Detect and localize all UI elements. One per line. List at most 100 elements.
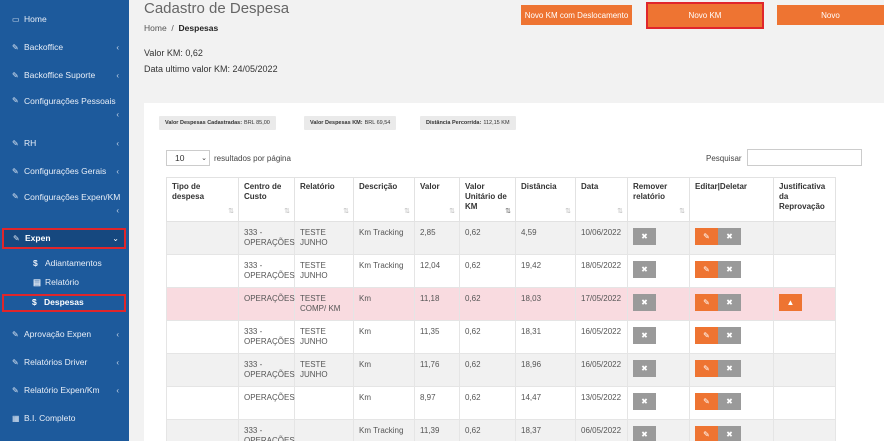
edit-button[interactable]: ✎ xyxy=(695,426,718,441)
col-header[interactable]: Distância ⇅ xyxy=(515,177,576,222)
novo-km-deslocamento-button[interactable]: Novo KM com Deslocamento xyxy=(521,5,632,25)
sidebar-item-configuracoes-pessoais[interactable]: ✎ Configurações Pessoais ‹ xyxy=(0,96,129,122)
search-input[interactable] xyxy=(747,149,862,166)
badge-distancia: Distância Percorrida: 112,15 KM xyxy=(420,116,516,130)
remove-from-report-button[interactable]: ✖ xyxy=(633,261,656,278)
sidebar-subitem-adiantamentos[interactable]: $ Adiantamentos xyxy=(0,258,129,268)
sidebar-item-bi-completo[interactable]: ▦ B.I. Completo xyxy=(0,411,129,425)
cell-unit: 0,62 xyxy=(459,320,516,354)
sidebar-item-label: Backoffice Suporte xyxy=(24,69,96,80)
page-length-select[interactable]: 10 ⌄ xyxy=(166,150,210,166)
cell-editar-deletar: ✎ ✖ xyxy=(689,254,774,288)
col-header[interactable]: Remover relatório ⇅ xyxy=(627,177,690,222)
sidebar-item-backoffice-suporte[interactable]: ✎ Backoffice Suporte ‹ xyxy=(0,68,129,82)
col-header[interactable]: Valor Unitário de KM ⇅ xyxy=(459,177,516,222)
delete-button[interactable]: ✖ xyxy=(718,327,741,344)
delete-button[interactable]: ✖ xyxy=(718,360,741,377)
cell-unit: 0,62 xyxy=(459,287,516,321)
remove-from-report-button[interactable]: ✖ xyxy=(633,393,656,410)
col-header[interactable]: Descrição ⇅ xyxy=(353,177,415,222)
novo-km-button[interactable]: Novo KM xyxy=(646,2,764,29)
sidebar-item-expen[interactable]: ✎ Expen ⌄ xyxy=(2,228,126,249)
cell-centro: 333 - OPERAÇÕES xyxy=(238,254,295,288)
sort-icon: ⇅ xyxy=(449,208,455,215)
edit-button[interactable]: ✎ xyxy=(695,261,718,278)
despesas-panel: Valor Despesas Cadastradas: BRL 85,00 Val… xyxy=(144,103,884,441)
edit-icon: ✎ xyxy=(12,138,19,148)
sidebar-item-relatorios-driver[interactable]: ✎ Relatórios Driver ‹ xyxy=(0,355,129,369)
sidebar-item-configuracoes-expen-km[interactable]: ✎ Configurações Expen/KM ‹ xyxy=(0,192,129,218)
cell-data: 16/05/2022 xyxy=(575,320,628,354)
cell-editar-deletar: ✎ ✖ xyxy=(689,386,774,420)
cell-unit: 0,62 xyxy=(459,254,516,288)
cell-centro: 333 - OPERAÇÕES xyxy=(238,419,295,441)
cell-data: 13/05/2022 xyxy=(575,386,628,420)
sidebar-item-label: B.I. Completo xyxy=(24,412,76,423)
edit-button[interactable]: ✎ xyxy=(695,294,718,311)
dollar-icon: $ xyxy=(32,297,37,307)
cell-descricao: Km Tracking xyxy=(353,419,415,441)
remove-from-report-button[interactable]: ✖ xyxy=(633,327,656,344)
cell-unit: 0,62 xyxy=(459,419,516,441)
cell-justificativa xyxy=(773,419,836,441)
remove-from-report-button[interactable]: ✖ xyxy=(633,294,656,311)
remove-from-report-button[interactable]: ✖ xyxy=(633,360,656,377)
sidebar-subitem-relatorio[interactable]: ▤ Relatório xyxy=(0,277,129,288)
col-header-label: Tipo de despesa xyxy=(172,182,205,201)
sort-icon: ⇅ xyxy=(343,208,349,215)
delete-button[interactable]: ✖ xyxy=(718,228,741,245)
sidebar-item-configuracoes-gerais[interactable]: ✎ Configurações Gerais ‹ xyxy=(0,164,129,178)
delete-button[interactable]: ✖ xyxy=(718,294,741,311)
novo-button[interactable]: Novo xyxy=(777,5,884,25)
cell-dist: 18,96 xyxy=(515,353,576,387)
sidebar-item-relatorio-expen-km[interactable]: ✎ Relatório Expen/Km ‹ xyxy=(0,383,129,397)
cell-editar-deletar: ✎ ✖ xyxy=(689,320,774,354)
delete-button[interactable]: ✖ xyxy=(718,393,741,410)
col-header[interactable]: Valor ⇅ xyxy=(414,177,460,222)
cell-relatorio: TESTE JUNHO xyxy=(294,254,354,288)
sidebar-item-label: RH xyxy=(24,137,37,148)
sidebar-item-backoffice[interactable]: ✎ Backoffice ‹ xyxy=(0,40,129,54)
sidebar-item-label: Relatórios Driver xyxy=(24,356,88,367)
warning-button[interactable]: ▲ xyxy=(779,294,802,311)
cell-relatorio: TESTE JUNHO xyxy=(294,221,354,255)
col-header-label: Remover relatório xyxy=(633,182,668,201)
sidebar-item-aprovacao-expen[interactable]: ✎ Aprovação Expen ‹ xyxy=(0,327,129,341)
badge-value: BRL 85,00 xyxy=(244,120,270,126)
col-header[interactable]: Centro de Custo ⇅ xyxy=(238,177,295,222)
remove-from-report-button[interactable]: ✖ xyxy=(633,228,656,245)
delete-button[interactable]: ✖ xyxy=(718,426,741,441)
cell-valor: 11,76 xyxy=(414,353,460,387)
edit-button[interactable]: ✎ xyxy=(695,393,718,410)
sort-icon: ⇅ xyxy=(228,208,234,215)
sidebar-item-home[interactable]: ▭ Home xyxy=(0,12,129,26)
col-header[interactable]: Relatório ⇅ xyxy=(294,177,354,222)
page-title: Cadastro de Despesa xyxy=(144,0,290,17)
breadcrumb-home[interactable]: Home xyxy=(144,23,167,33)
col-header[interactable]: Tipo de despesa ⇅ xyxy=(166,177,239,222)
edit-button[interactable]: ✎ xyxy=(695,228,718,245)
table-header-row: Tipo de despesa ⇅ Centro de Custo ⇅ Relató… xyxy=(166,177,836,222)
cell-justificativa xyxy=(773,254,836,288)
cell-relatorio: TESTE JUNHO xyxy=(294,320,354,354)
valor-km-info: Valor KM: 0,62 xyxy=(144,48,203,58)
col-header-label: Distância xyxy=(521,182,557,191)
delete-button[interactable]: ✖ xyxy=(718,261,741,278)
sidebar-subitem-despesas[interactable]: $ Despesas xyxy=(2,294,126,312)
sidebar-subitem-label: Relatório xyxy=(45,277,80,287)
edit-icon: ✎ xyxy=(12,357,19,367)
remove-from-report-button[interactable]: ✖ xyxy=(633,426,656,441)
badge-valor-km: Valor Despesas KM: BRL 69,54 xyxy=(304,116,397,130)
breadcrumb: Home / Despesas xyxy=(144,23,218,33)
edit-icon: ✎ xyxy=(12,329,19,339)
col-header[interactable]: Data ⇅ xyxy=(575,177,628,222)
cell-justificativa xyxy=(773,386,836,420)
edit-button[interactable]: ✎ xyxy=(695,360,718,377)
edit-button[interactable]: ✎ xyxy=(695,327,718,344)
cell-unit: 0,62 xyxy=(459,221,516,255)
sidebar-item-rh[interactable]: ✎ RH ‹ xyxy=(0,136,129,150)
badge-label: Distância Percorrida: xyxy=(426,120,482,126)
cell-relatorio xyxy=(294,419,354,441)
sidebar-item-label: Expen xyxy=(25,233,51,243)
cell-dist: 19,42 xyxy=(515,254,576,288)
